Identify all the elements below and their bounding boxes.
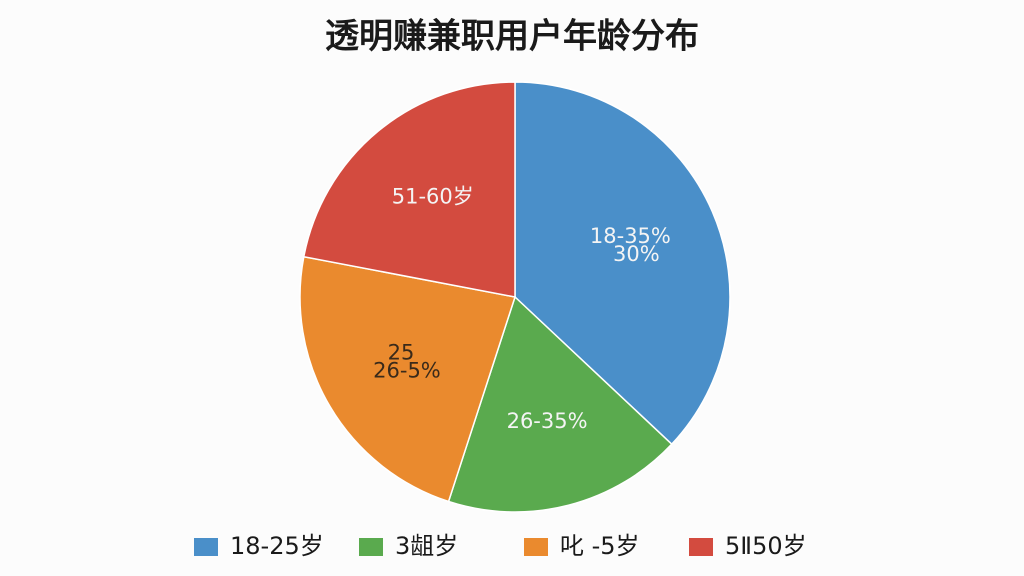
legend-swatch: [194, 538, 218, 556]
pie-slice: [447, 295, 673, 513]
legend-swatch: [524, 538, 548, 556]
slice-label: 18-35%: [590, 224, 671, 248]
legend-label: 18-25岁: [230, 532, 324, 560]
legend-label: 5Ⅱ50岁: [725, 532, 807, 560]
legend-label: 叱 -5岁: [560, 532, 640, 560]
legend-swatch: [359, 538, 383, 556]
slice-label: 26-35%: [507, 409, 588, 433]
legend-label: 3龃岁: [395, 532, 458, 560]
chart-title: 透明赚兼职用户年龄分布: [325, 17, 699, 57]
slice-label: 30%: [613, 242, 660, 266]
pie-slice: [302, 81, 516, 298]
slice-label: 26-5%: [373, 359, 441, 383]
legend-swatch: [689, 538, 713, 556]
slice-label: 51-60岁: [392, 185, 474, 209]
slice-label: 25: [388, 341, 415, 365]
pie-slice: [299, 255, 516, 503]
pie-slice: [514, 81, 731, 446]
